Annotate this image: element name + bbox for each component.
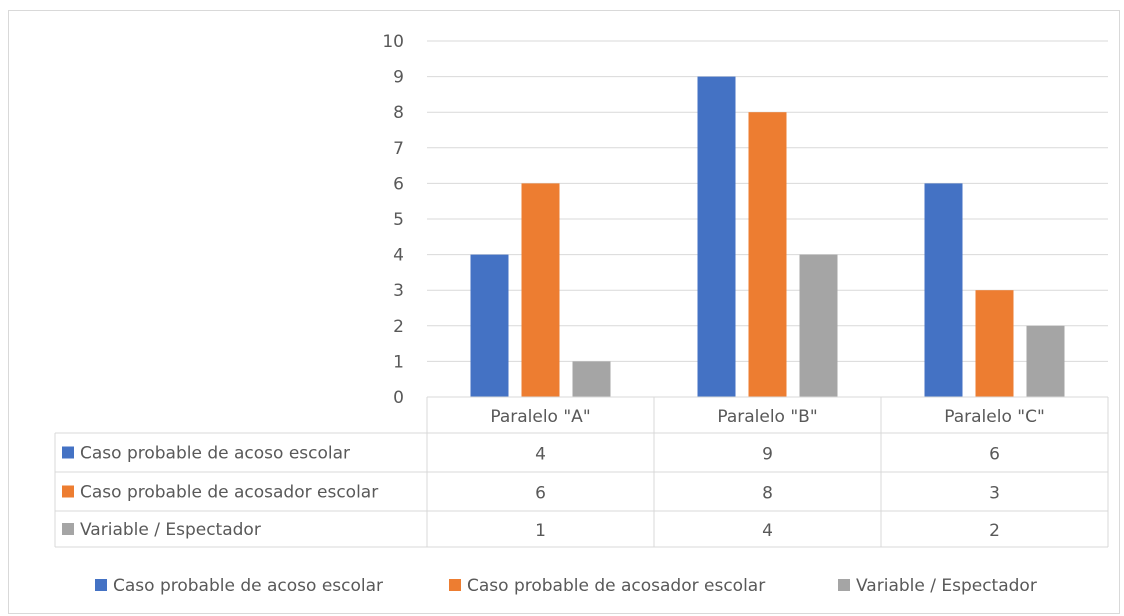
- y-tick-label: 5: [393, 210, 404, 230]
- table-cell-value: 2: [989, 521, 1000, 541]
- x-tick-label: Paralelo "A": [490, 407, 590, 427]
- y-tick-label: 7: [393, 139, 404, 159]
- y-tick-label: 8: [393, 103, 404, 123]
- legend-key-series1: [95, 579, 107, 591]
- bar-series3-0: [572, 361, 611, 397]
- table-legend-key-series1: [62, 446, 74, 459]
- bar-series2-0: [521, 183, 560, 397]
- bar-series1-2: [924, 183, 963, 397]
- y-tick-label: 10: [382, 32, 404, 52]
- bar-series1-0: [470, 254, 509, 397]
- x-tick-label: Paralelo "C": [944, 407, 1045, 427]
- table-legend-key-series2: [62, 485, 74, 498]
- table-cell-value: 4: [762, 521, 773, 541]
- bar-series3-1: [799, 254, 838, 397]
- bar-series3-2: [1026, 325, 1065, 397]
- bar-series1-1: [697, 76, 736, 397]
- bar-series2-1: [748, 112, 787, 397]
- y-tick-label: 9: [393, 68, 404, 88]
- table-legend-key-series3: [62, 523, 74, 535]
- table-cell-value: 1: [535, 521, 546, 541]
- table-cell-value: 6: [535, 484, 546, 504]
- y-tick-label: 2: [393, 317, 404, 337]
- y-tick-label: 0: [393, 388, 404, 408]
- table-row-label: Caso probable de acosador escolar: [80, 483, 378, 503]
- table-cell-value: 9: [762, 445, 773, 465]
- y-tick-label: 1: [393, 352, 404, 372]
- bar-series2-2: [975, 290, 1014, 397]
- legend-label: Caso probable de acosador escolar: [467, 576, 765, 596]
- table-cell-value: 6: [989, 445, 1000, 465]
- legend-key-series2: [449, 579, 461, 591]
- y-tick-label: 6: [393, 174, 404, 194]
- table-row-label: Variable / Espectador: [80, 520, 261, 540]
- legend-label: Variable / Espectador: [856, 576, 1037, 596]
- legend-key-series3: [838, 579, 850, 591]
- table-cell-value: 3: [989, 484, 1000, 504]
- y-tick-label: 3: [393, 281, 404, 301]
- x-tick-label: Paralelo "B": [717, 407, 817, 427]
- chart-frame: [8, 10, 1120, 614]
- y-tick-label: 4: [393, 246, 404, 266]
- legend-label: Caso probable de acoso escolar: [113, 576, 383, 596]
- table-row-label: Caso probable de acoso escolar: [80, 444, 350, 464]
- table-cell-value: 8: [762, 484, 773, 504]
- table-cell-value: 4: [535, 445, 546, 465]
